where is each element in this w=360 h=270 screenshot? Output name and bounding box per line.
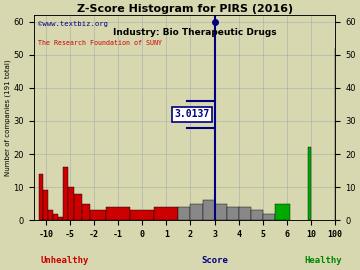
Y-axis label: Number of companies (191 total): Number of companies (191 total) — [4, 59, 11, 176]
Text: Score: Score — [201, 256, 228, 265]
Bar — [203, 200, 215, 220]
Bar — [215, 204, 226, 220]
Bar — [53, 214, 58, 220]
Bar — [263, 214, 275, 220]
Bar — [226, 207, 239, 220]
Bar — [68, 187, 74, 220]
Text: Healthy: Healthy — [304, 256, 342, 265]
Bar — [179, 207, 190, 220]
Text: Unhealthy: Unhealthy — [41, 256, 89, 265]
Bar — [90, 210, 106, 220]
Bar — [58, 217, 63, 220]
Bar — [275, 204, 290, 220]
Title: Z-Score Histogram for PIRS (2016): Z-Score Histogram for PIRS (2016) — [77, 4, 293, 14]
Bar — [39, 174, 44, 220]
Bar — [82, 204, 90, 220]
Bar — [44, 190, 48, 220]
Bar — [106, 207, 130, 220]
Bar — [74, 194, 82, 220]
Bar — [48, 210, 53, 220]
Text: 3.0137: 3.0137 — [174, 109, 209, 119]
Bar — [130, 210, 154, 220]
Bar — [154, 207, 179, 220]
Text: ©www.textbiz.org: ©www.textbiz.org — [38, 21, 108, 27]
Bar — [239, 207, 251, 220]
Bar — [190, 204, 203, 220]
Bar — [63, 167, 68, 220]
Text: The Research Foundation of SUNY: The Research Foundation of SUNY — [38, 40, 162, 46]
Bar — [308, 147, 311, 220]
Text: Industry: Bio Therapeutic Drugs: Industry: Bio Therapeutic Drugs — [113, 28, 276, 37]
Bar — [251, 210, 263, 220]
